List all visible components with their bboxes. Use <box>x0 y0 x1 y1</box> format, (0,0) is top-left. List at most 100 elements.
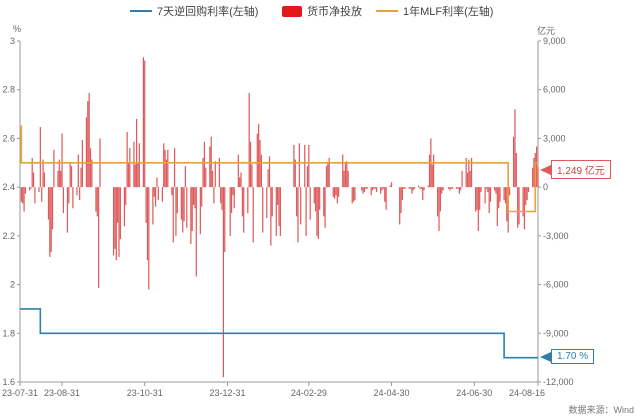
net-injection-bar <box>39 127 41 188</box>
net-injection-bar <box>213 187 215 204</box>
net-injection-bar <box>180 187 182 220</box>
net-injection-bar <box>129 148 131 188</box>
net-injection-bar <box>190 187 192 244</box>
legend-label-mlf: 1年MLF利率(左轴) <box>403 6 494 18</box>
net-injection-bar <box>328 157 330 188</box>
net-injection-bar <box>316 187 318 236</box>
net-injection-bar <box>304 144 306 188</box>
x-tick-label: 24-06-30 <box>456 388 492 398</box>
net-injection-bar <box>247 187 249 214</box>
net-injection-bar <box>91 159 93 188</box>
net-injection-bar <box>332 187 334 197</box>
net-injection-bar <box>229 187 231 236</box>
net-injection-bar <box>480 187 482 193</box>
net-injection-bar <box>24 187 27 194</box>
net-injection-bar <box>327 162 329 188</box>
net-injection-bar <box>525 187 527 205</box>
net-injection-bar <box>495 187 497 194</box>
legend-item-repo[interactable]: 7天逆回购利率(左轴) <box>130 3 258 19</box>
net-injection-bar <box>85 117 88 188</box>
net-injection-bar <box>117 187 119 223</box>
net-injection-bar <box>319 187 321 210</box>
legend-item-bars[interactable]: 货币净投放 <box>282 3 362 19</box>
right-tick-label: 9,000 <box>543 36 566 46</box>
x-tick-label: 24-08-16 <box>509 388 545 398</box>
net-injection-bar <box>230 187 233 214</box>
net-injection-bar <box>537 166 539 188</box>
net-injection-bar <box>384 187 386 202</box>
net-injection-bar <box>458 187 460 194</box>
net-injection-bar <box>441 187 443 194</box>
net-injection-bar <box>514 109 516 188</box>
net-injection-bar <box>20 187 22 202</box>
net-injection-bar <box>68 187 70 204</box>
right-tick-label: -12,000 <box>543 377 574 387</box>
net-injection-bar <box>22 187 24 204</box>
net-injection-bar <box>271 187 273 217</box>
net-injection-bar <box>488 187 490 214</box>
net-injection-bar <box>87 101 89 188</box>
net-injection-bar <box>382 187 385 189</box>
net-injection-bar <box>354 187 356 201</box>
net-injection-bar <box>164 149 166 188</box>
legend-item-mlf[interactable]: 1年MLF利率(左轴) <box>376 3 493 19</box>
net-injection-bar <box>324 187 326 228</box>
net-injection-bar <box>522 187 524 217</box>
net-injection-bar <box>412 187 414 191</box>
net-injection-bar <box>96 187 98 217</box>
net-injection-bar <box>192 187 195 205</box>
net-injection-bar <box>251 164 253 188</box>
net-injection-bar <box>58 159 60 188</box>
x-tick-label: 23-07-31 <box>2 388 38 398</box>
net-injection-bar <box>142 57 145 188</box>
legend-swatch-bars <box>282 5 302 17</box>
x-tick-label: 23-10-31 <box>127 388 163 398</box>
net-injection-bar <box>484 187 486 204</box>
net-injection-bar <box>23 187 25 212</box>
net-injection-bar <box>365 187 367 189</box>
net-injection-bar <box>47 187 50 220</box>
legend-swatch-mlf <box>376 10 398 12</box>
net-injection-bar <box>243 187 245 233</box>
net-injection-bar <box>385 187 387 210</box>
net-injection-bar <box>449 187 451 191</box>
net-injection-bar <box>89 148 92 188</box>
net-injection-bar <box>470 157 473 188</box>
net-injection-bar <box>146 187 149 261</box>
net-injection-bar <box>260 154 262 188</box>
net-injection-bar <box>531 167 534 188</box>
net-injection-bar <box>79 187 81 201</box>
net-injection-bar <box>183 187 185 222</box>
net-injection-bar <box>38 187 40 193</box>
net-injection-bar <box>308 144 310 188</box>
net-injection-bar <box>133 141 135 188</box>
net-injection-bar <box>477 187 479 231</box>
net-injection-bar <box>152 187 154 225</box>
net-injection-bar <box>201 187 203 207</box>
net-injection-bar <box>489 187 492 202</box>
net-injection-bar <box>533 157 535 188</box>
net-injection-bar <box>408 187 410 189</box>
net-injection-bar <box>112 187 115 256</box>
net-injection-bar <box>42 159 44 188</box>
x-tick-label: 24-04-30 <box>374 388 410 398</box>
net-injection-bar <box>351 187 353 204</box>
net-injection-bar <box>376 187 378 193</box>
net-injection-bar <box>256 133 258 188</box>
net-injection-bar <box>175 187 177 236</box>
net-injection-bar <box>237 154 239 188</box>
net-injection-bar <box>30 187 32 189</box>
net-injection-bar <box>527 187 530 193</box>
right-tick-label: -3,000 <box>543 231 569 241</box>
net-injection-bar <box>506 187 508 222</box>
net-injection-bar <box>222 187 225 378</box>
net-injection-bar <box>487 187 489 193</box>
net-injection-bar <box>333 187 336 199</box>
net-injection-bar <box>53 149 55 188</box>
net-injection-bar <box>210 136 212 188</box>
net-injection-bar <box>352 187 355 202</box>
net-injection-bar <box>95 187 97 212</box>
net-injection-bar <box>399 187 401 225</box>
net-injection-bar <box>338 187 340 197</box>
